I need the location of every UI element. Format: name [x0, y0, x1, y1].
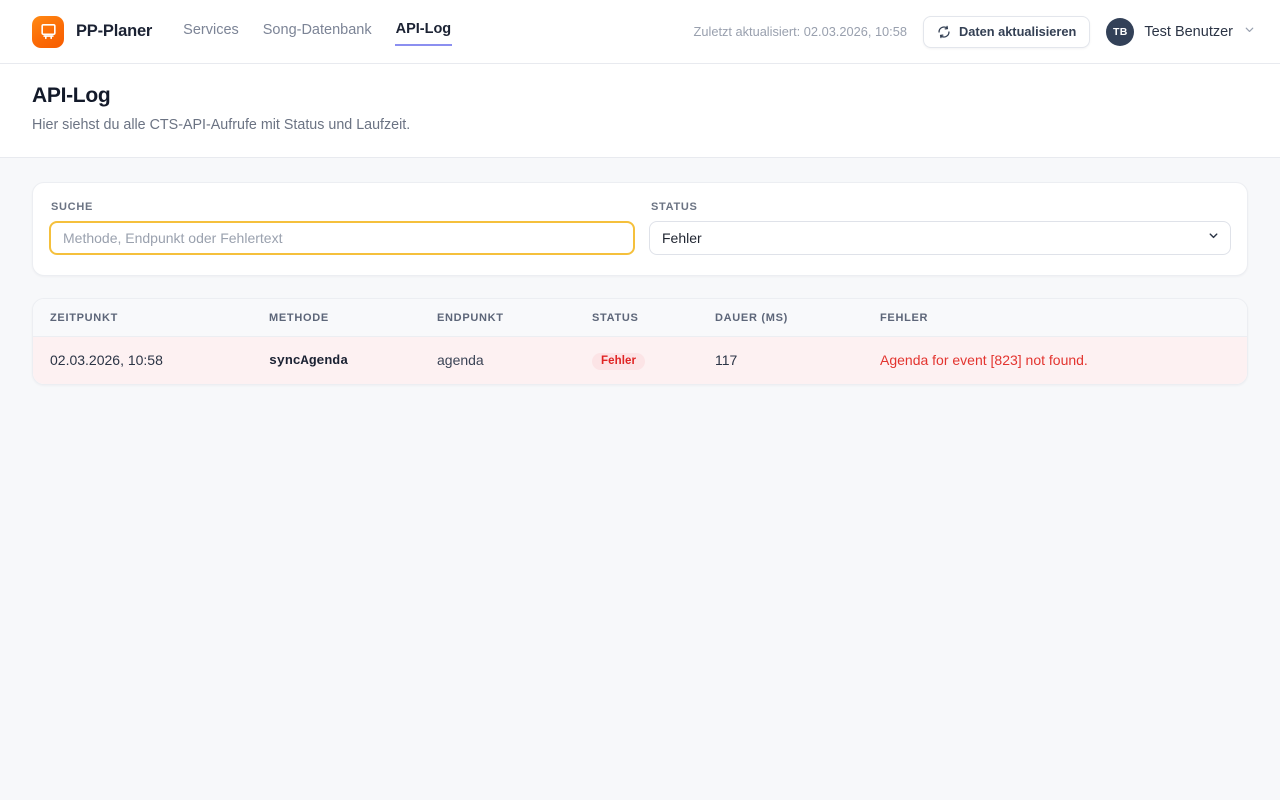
column-header-methode[interactable]: METHODE: [259, 299, 427, 337]
search-field-group: SUCHE: [49, 201, 635, 255]
main-content: SUCHE STATUS Fehler ZEITPUNKT: [0, 158, 1280, 385]
search-input[interactable]: [49, 221, 635, 255]
brand-name: PP-Planer: [76, 22, 153, 40]
column-header-status[interactable]: STATUS: [582, 299, 705, 337]
table-row[interactable]: 02.03.2026, 10:58 syncAgenda agenda Fehl…: [33, 336, 1247, 384]
chevron-down-icon: [1243, 23, 1256, 41]
presentation-screen-icon: [32, 15, 64, 48]
column-header-zeitpunkt[interactable]: ZEITPUNKT: [33, 299, 259, 337]
main-nav: Services Song-Datenbank API-Log: [182, 18, 453, 46]
cell-dauer: 117: [715, 352, 738, 369]
top-bar-right: Zuletzt aktualisiert: 02.03.2026, 10:58 …: [693, 15, 1256, 48]
cell-methode: syncAgenda: [269, 352, 349, 368]
status-field-group: STATUS Fehler: [649, 201, 1231, 255]
nav-item-services[interactable]: Services: [183, 21, 239, 38]
top-navigation-bar: PP-Planer Services Song-Datenbank API-Lo…: [0, 0, 1280, 64]
status-select[interactable]: Fehler: [649, 221, 1231, 255]
column-header-fehler[interactable]: FEHLER: [870, 299, 1247, 337]
avatar: TB: [1106, 17, 1135, 46]
user-name: Test Benutzer: [1144, 23, 1233, 40]
refresh-data-button-label: Daten aktualisieren: [958, 24, 1077, 39]
refresh-data-button[interactable]: Daten aktualisieren: [922, 15, 1091, 48]
table-header-row: ZEITPUNKT METHODE ENDPUNKT STATUS DAUER …: [33, 299, 1247, 337]
filter-panel: SUCHE STATUS Fehler: [32, 182, 1248, 276]
cell-zeitpunkt: 02.03.2026, 10:58: [50, 352, 163, 369]
last-updated-text: Zuletzt aktualisiert: 02.03.2026, 10:58: [693, 24, 907, 39]
user-menu[interactable]: TB Test Benutzer: [1106, 17, 1256, 46]
nav-item-api-log[interactable]: API-Log: [394, 18, 453, 46]
cell-fehler: Agenda for event [823] not found.: [880, 352, 1088, 369]
refresh-icon: [937, 25, 951, 39]
table-header: ZEITPUNKT METHODE ENDPUNKT STATUS DAUER …: [33, 299, 1247, 337]
table-body: 02.03.2026, 10:58 syncAgenda agenda Fehl…: [33, 336, 1247, 384]
nav-item-song-datenbank[interactable]: Song-Datenbank: [262, 21, 372, 38]
column-header-dauer[interactable]: DAUER (MS): [705, 299, 870, 337]
api-log-table-card: ZEITPUNKT METHODE ENDPUNKT STATUS DAUER …: [32, 298, 1248, 385]
page-header: API-Log Hier siehst du alle CTS-API-Aufr…: [0, 64, 1280, 158]
cell-endpunkt: agenda: [437, 352, 484, 369]
page-title: API-Log: [32, 84, 111, 107]
brand[interactable]: PP-Planer: [32, 15, 153, 48]
column-header-endpunkt[interactable]: ENDPUNKT: [427, 299, 582, 337]
api-log-table: ZEITPUNKT METHODE ENDPUNKT STATUS DAUER …: [33, 299, 1247, 384]
search-label: SUCHE: [51, 201, 94, 213]
page-subtitle: Hier siehst du alle CTS-API-Aufrufe mit …: [32, 117, 411, 133]
cell-status: Fehler: [582, 337, 705, 384]
status-label: STATUS: [651, 201, 698, 213]
status-badge: Fehler: [592, 352, 646, 370]
